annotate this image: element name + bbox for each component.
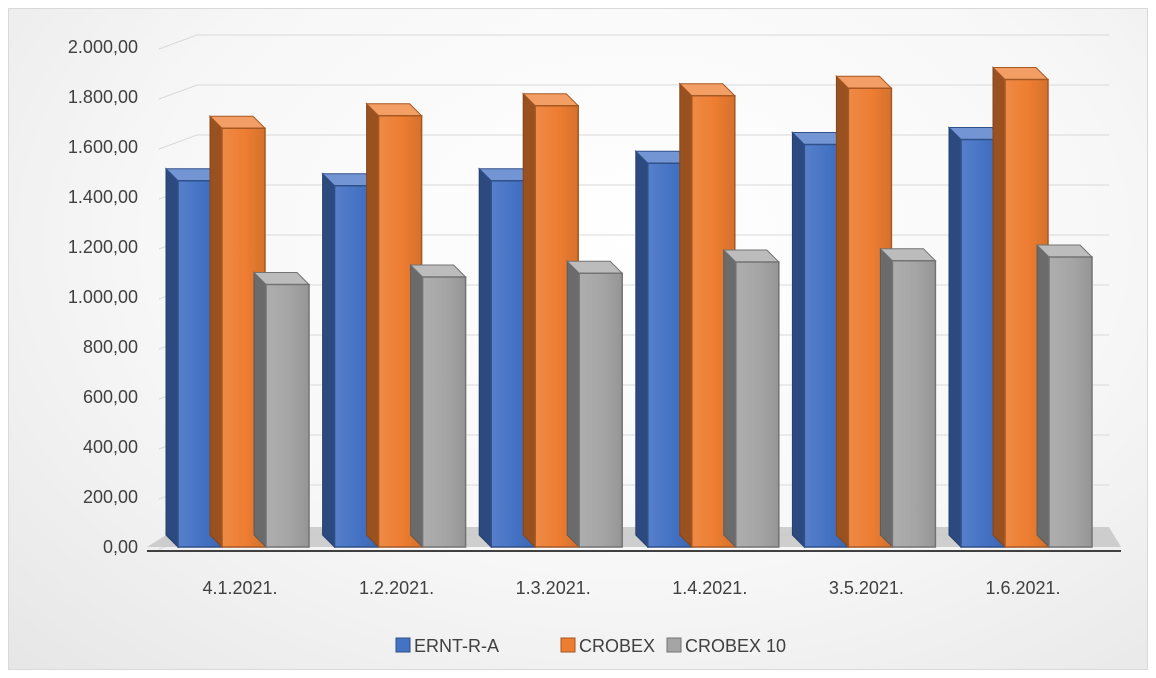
x-tick-label: 1.2.2021.	[359, 578, 434, 598]
legend-swatch	[395, 637, 411, 653]
legend: ERNT-R-A CROBEX CROBEX 10	[395, 636, 786, 656]
chart-svg: 0,00 200,00 400,00 600,00 800,00 1.000,00 1.20…	[68, 34, 1121, 656]
bar	[1035, 243, 1094, 549]
y-tick-label: 0,00	[103, 537, 138, 557]
legend-swatch	[666, 637, 682, 653]
bar	[252, 271, 311, 549]
y-tick-label: 1.400,00	[68, 187, 138, 207]
bar	[565, 260, 624, 549]
chart-area: 0,00 200,00 400,00 600,00 800,00 1.000,00 1.20…	[8, 8, 1148, 670]
y-tick-label: 1.200,00	[68, 237, 138, 257]
y-tick-label: 1.000,00	[68, 287, 138, 307]
x-axis-ticks: 4.1.2021. 1.2.2021. 1.3.2021. 1.4.2021. 3.5.…	[202, 578, 1060, 598]
y-tick-label: 200,00	[83, 487, 138, 507]
y-tick-label: 1.800,00	[68, 87, 138, 107]
legend-item: CROBEX 10	[666, 636, 786, 656]
y-tick-label: 2.000,00	[68, 37, 138, 57]
bar	[722, 248, 781, 549]
y-tick-label: 400,00	[83, 437, 138, 457]
y-axis-ticks: 0,00 200,00 400,00 600,00 800,00 1.000,00 1.20…	[68, 37, 138, 557]
y-tick-label: 800,00	[83, 337, 138, 357]
bar	[879, 247, 937, 549]
x-tick-label: 1.4.2021.	[672, 578, 747, 598]
gridline	[158, 84, 1109, 100]
y-tick-label: 600,00	[83, 387, 138, 407]
legend-label: CROBEX 10	[685, 636, 786, 656]
x-tick-label: 1.6.2021.	[985, 578, 1060, 598]
gridline	[158, 34, 1109, 50]
bar	[409, 263, 467, 549]
legend-item: ERNT-R-A	[395, 636, 499, 656]
legend-swatch	[560, 637, 576, 653]
x-tick-label: 3.5.2021.	[829, 578, 904, 598]
legend-item: CROBEX	[560, 636, 655, 656]
legend-label: CROBEX	[579, 636, 655, 656]
x-tick-label: 1.3.2021.	[516, 578, 591, 598]
legend-label: ERNT-R-A	[414, 636, 499, 656]
y-tick-label: 1.600,00	[68, 137, 138, 157]
x-tick-label: 4.1.2021.	[202, 578, 277, 598]
bars	[164, 66, 1094, 549]
bar	[521, 92, 580, 549]
